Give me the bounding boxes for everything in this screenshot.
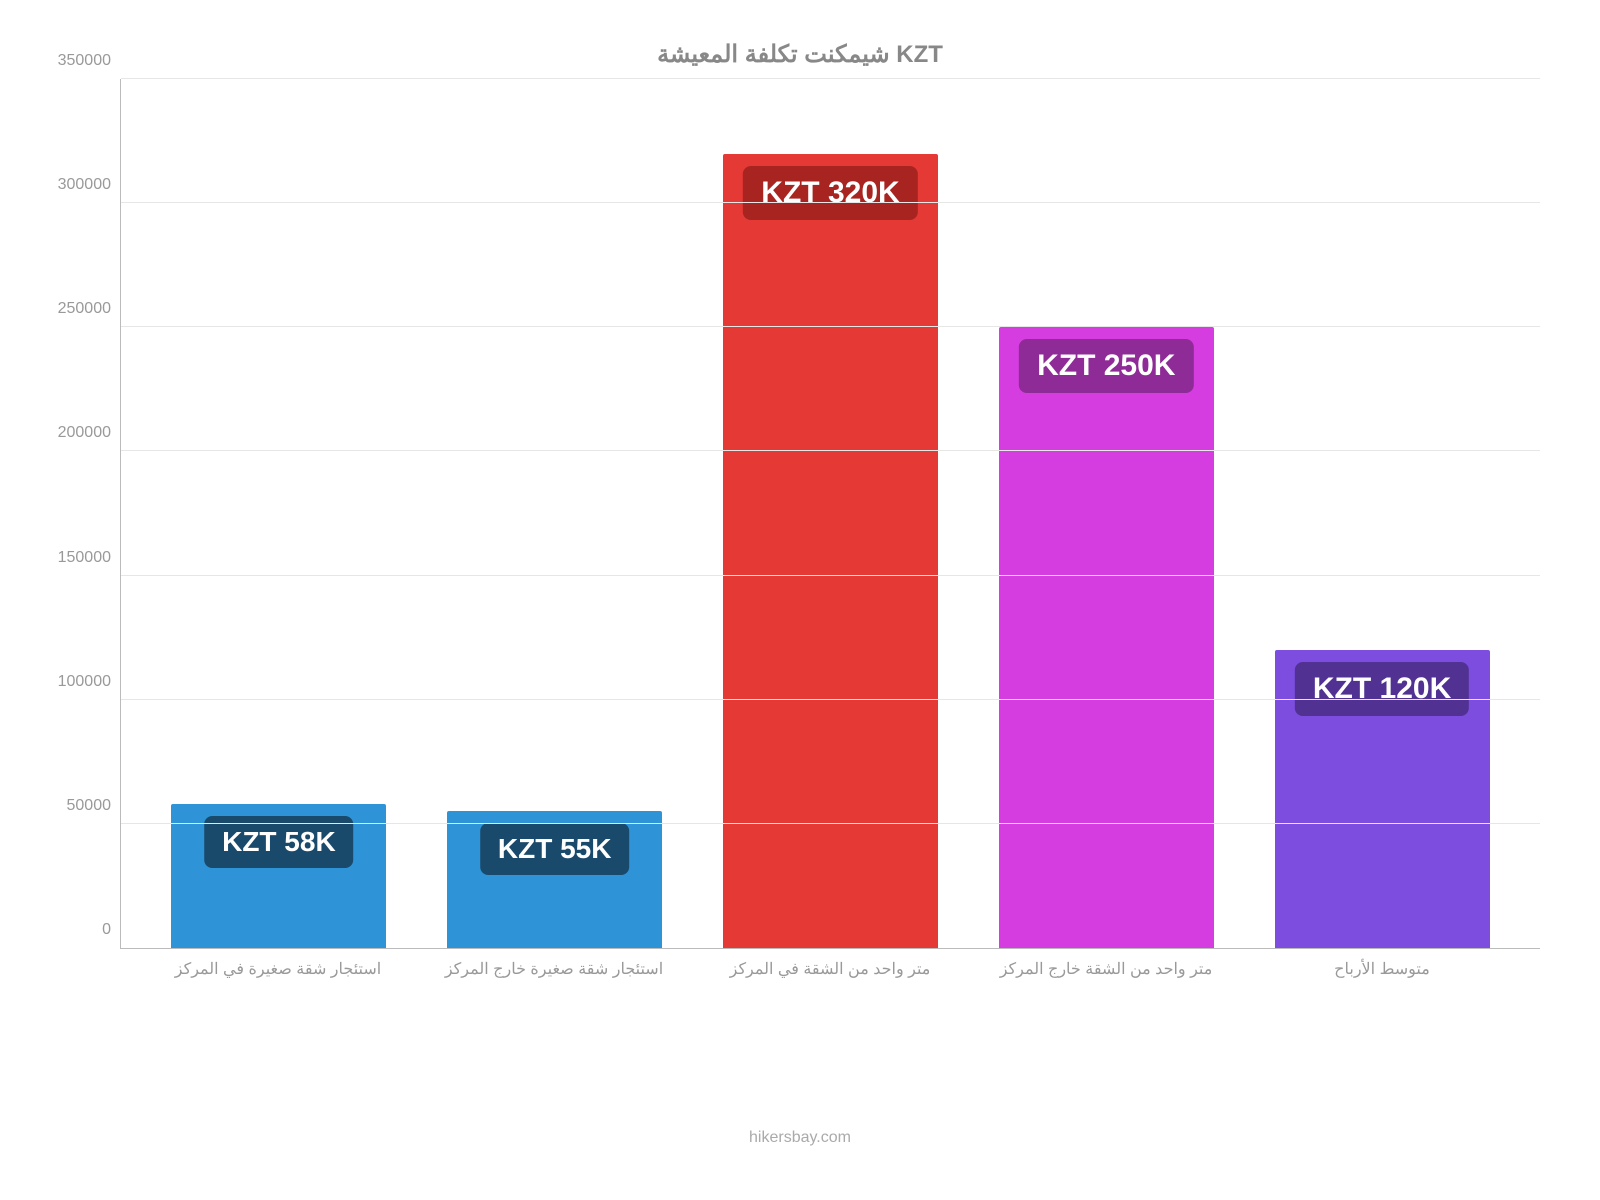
chart-container: شيمكنت تكلفة المعيشة KZT KZT 58KKZT 55KK… bbox=[0, 0, 1600, 1200]
y-tick-label: 0 bbox=[46, 921, 111, 939]
bar: KZT 55K bbox=[447, 811, 662, 948]
x-tick-label: استئجار شقة صغيرة خارج المركز bbox=[416, 959, 692, 979]
y-tick-label: 50000 bbox=[46, 797, 111, 815]
y-tick-label: 150000 bbox=[46, 549, 111, 567]
y-tick-label: 300000 bbox=[46, 176, 111, 194]
gridline bbox=[121, 575, 1540, 576]
bar: KZT 320K bbox=[723, 154, 938, 949]
bar-value-label: KZT 120K bbox=[1295, 662, 1469, 716]
y-tick-label: 250000 bbox=[46, 300, 111, 318]
x-tick-label: استئجار شقة صغيرة في المركز bbox=[140, 959, 416, 979]
gridline bbox=[121, 202, 1540, 203]
bar-slot: KZT 55K bbox=[417, 79, 693, 948]
gridline bbox=[121, 450, 1540, 451]
source-label: hikersbay.com bbox=[40, 1129, 1560, 1147]
y-tick-label: 350000 bbox=[46, 52, 111, 70]
bar: KZT 120K bbox=[1275, 650, 1490, 948]
bar: KZT 58K bbox=[171, 804, 386, 948]
x-tick-label: متر واحد من الشقة في المركز bbox=[692, 959, 968, 979]
bar-value-label: KZT 250K bbox=[1019, 339, 1193, 393]
plot-area: KZT 58KKZT 55KKZT 320KKZT 250KKZT 120K 0… bbox=[120, 79, 1540, 949]
bar-slot: KZT 320K bbox=[693, 79, 969, 948]
gridline bbox=[121, 78, 1540, 79]
bar-value-label: KZT 55K bbox=[480, 823, 630, 875]
y-tick-label: 100000 bbox=[46, 673, 111, 691]
x-tick-label: متوسط الأرباح bbox=[1244, 959, 1520, 979]
bar: KZT 250K bbox=[999, 327, 1214, 948]
chart-title: شيمكنت تكلفة المعيشة KZT bbox=[40, 40, 1560, 69]
x-axis: استئجار شقة صغيرة في المركزاستئجار شقة ص… bbox=[120, 959, 1540, 979]
gridline bbox=[121, 699, 1540, 700]
y-tick-label: 200000 bbox=[46, 424, 111, 442]
bar-value-label: KZT 320K bbox=[743, 166, 917, 220]
gridline bbox=[121, 823, 1540, 824]
bar-slot: KZT 250K bbox=[968, 79, 1244, 948]
bars-group: KZT 58K KZT 55K KZT 320K KZT 250K KZT 120K bbox=[121, 79, 1540, 948]
bar-slot: KZT 58K bbox=[141, 79, 417, 948]
gridline bbox=[121, 326, 1540, 327]
bar-slot: KZT 120K bbox=[1244, 79, 1520, 948]
x-tick-label: متر واحد من الشقة خارج المركز bbox=[968, 959, 1244, 979]
